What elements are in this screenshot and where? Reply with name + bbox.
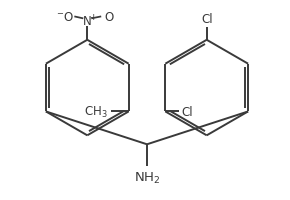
Text: CH$_3$: CH$_3$ xyxy=(84,104,108,119)
Text: $^{-}$O: $^{-}$O xyxy=(56,11,74,24)
Text: NH$_2$: NH$_2$ xyxy=(134,170,160,185)
Text: Cl: Cl xyxy=(201,13,213,26)
Text: +: + xyxy=(89,13,97,22)
Text: Cl: Cl xyxy=(181,105,193,118)
Text: N: N xyxy=(83,15,92,28)
Text: O: O xyxy=(105,11,114,24)
